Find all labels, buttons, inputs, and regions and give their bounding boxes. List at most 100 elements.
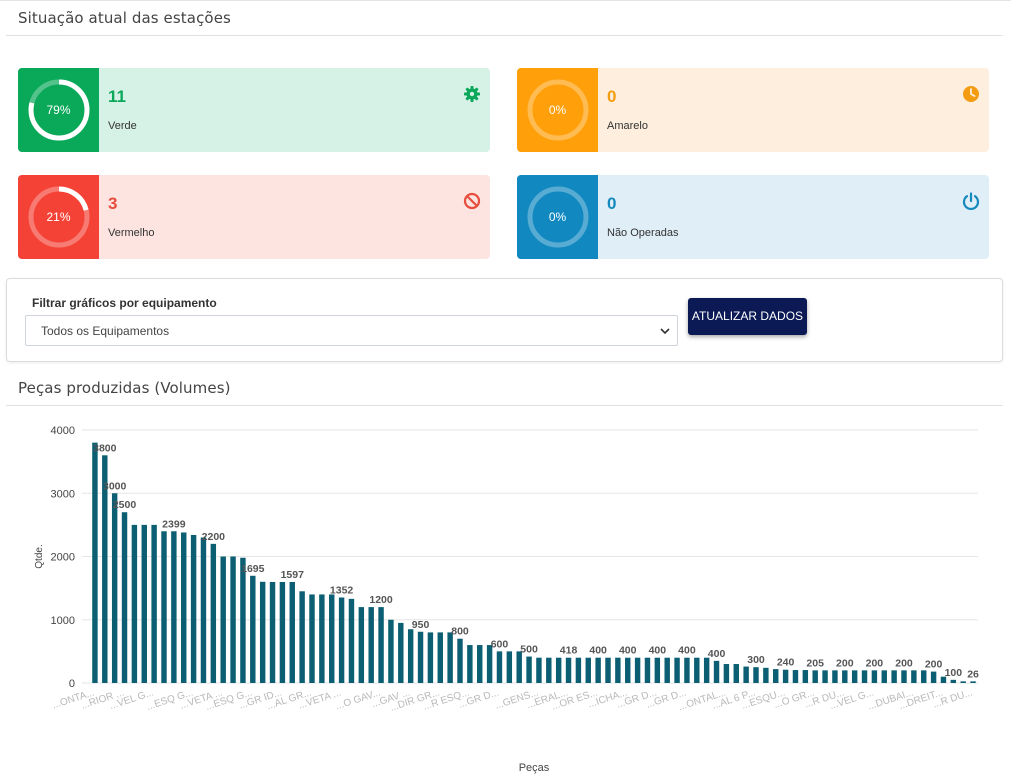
card-body: 0 Não Operadas — [598, 175, 989, 259]
bar-value-label: 2200 — [202, 531, 226, 543]
bar — [329, 594, 335, 683]
filter-label: Filtrar gráficos por equipamento — [32, 296, 217, 310]
bar-value-label: 400 — [649, 645, 667, 657]
bar — [871, 670, 878, 683]
bar — [792, 670, 799, 683]
bar-value-label: 200 — [895, 657, 913, 669]
bar — [210, 543, 217, 683]
bar — [486, 645, 493, 683]
bar — [161, 531, 167, 683]
bar — [171, 531, 177, 683]
bar — [526, 656, 532, 683]
card-label: Verde — [108, 120, 137, 132]
bar — [851, 670, 858, 683]
card-ring-box: 0% — [517, 175, 598, 259]
bar — [259, 581, 266, 683]
bar — [694, 657, 700, 683]
bar — [703, 657, 710, 683]
update-data-button[interactable]: ATUALIZAR DADOS — [688, 298, 807, 335]
progress-ring-svg — [527, 186, 588, 248]
status-card-vermelho: 21% 3 Vermelho — [18, 175, 490, 259]
card-label: Não Operadas — [607, 227, 679, 239]
production-bar-chart: 0 1000 2000 3000 4000 Qtde. 3800 3000 2500 2399 22… — [34, 425, 979, 774]
percent-text: 0% — [548, 103, 567, 117]
bar — [565, 657, 572, 683]
bar-value-label: 200 — [866, 657, 884, 669]
progress-ring: 21% — [26, 184, 92, 250]
title-divider — [6, 35, 1003, 36]
bar — [605, 657, 611, 683]
y-tick-label: 1000 — [51, 615, 75, 627]
percent-text: 0% — [548, 210, 567, 224]
bar-value-label: 300 — [747, 654, 765, 666]
progress-ring-svg — [28, 79, 89, 141]
card-count: 0 — [607, 87, 617, 106]
clock-icon — [963, 86, 979, 102]
y-tick-label: 0 — [69, 678, 75, 690]
bar — [625, 657, 631, 683]
equipment-select[interactable]: Todos os Equipamentos — [25, 315, 678, 346]
bar-value-label: 400 — [619, 645, 637, 657]
bar — [960, 681, 966, 683]
bar-value-label: 240 — [777, 657, 795, 669]
ban-icon — [463, 192, 481, 210]
bar-value-label: 26 — [967, 668, 979, 680]
card-ring-box: 79% — [18, 68, 99, 152]
bar — [950, 679, 957, 683]
bar — [181, 532, 187, 683]
card-body: 3 Vermelho — [99, 175, 490, 259]
bar-value-label: 2399 — [162, 518, 186, 530]
bar — [782, 669, 789, 683]
percent-text: 79% — [46, 103, 71, 117]
x-axis-label: Peças — [519, 762, 550, 774]
y-tick-label: 4000 — [51, 425, 75, 437]
progress-ring: 0% — [525, 184, 591, 250]
card-body: 11 Verde — [99, 68, 490, 152]
bar — [496, 651, 503, 683]
status-card-amarelo: 0% 0 Amarelo — [517, 68, 989, 152]
chart-section-divider — [6, 405, 1003, 406]
bar — [684, 657, 690, 683]
bar — [585, 657, 591, 683]
bar — [417, 631, 424, 683]
bar-value-label: 3800 — [93, 442, 117, 454]
bar — [190, 534, 197, 683]
bar — [536, 657, 542, 683]
bar-value-label: 3000 — [103, 480, 127, 492]
bar-value-label: 400 — [589, 645, 607, 657]
bar — [595, 657, 601, 683]
bar — [555, 657, 562, 683]
bar — [615, 657, 621, 683]
progress-ring-svg — [527, 79, 588, 141]
card-ring-box: 0% — [517, 68, 598, 152]
y-tick-label: 2000 — [51, 552, 75, 564]
bar — [477, 645, 483, 683]
bar — [309, 594, 315, 683]
bar — [644, 657, 651, 683]
bar — [457, 638, 463, 683]
equipment-select-value: Todos os Equipamentos — [41, 324, 170, 338]
bar-value-label: 100 — [945, 667, 963, 679]
bar-value-label: 400 — [678, 645, 696, 657]
bar — [921, 670, 927, 683]
bar — [111, 493, 118, 683]
bar — [378, 607, 384, 683]
power-icon — [962, 192, 980, 210]
chevron-down-icon — [660, 328, 670, 335]
progress-ring: 0% — [525, 77, 591, 143]
bar — [299, 591, 305, 683]
y-tick-label: 3000 — [51, 488, 75, 500]
bar — [427, 632, 434, 683]
bar-value-label: 800 — [451, 626, 469, 638]
bar — [131, 524, 138, 683]
bar — [92, 442, 98, 683]
top-border — [0, 0, 1011, 1]
card-body: 0 Amarelo — [598, 68, 989, 152]
bar — [674, 657, 680, 683]
card-ring-box: 21% — [18, 175, 99, 259]
bar-value-label: 1200 — [369, 594, 393, 606]
y-axis-label: Qtde. — [34, 544, 45, 568]
bar — [398, 622, 404, 683]
percent-text: 21% — [46, 210, 71, 224]
bar — [713, 660, 720, 683]
